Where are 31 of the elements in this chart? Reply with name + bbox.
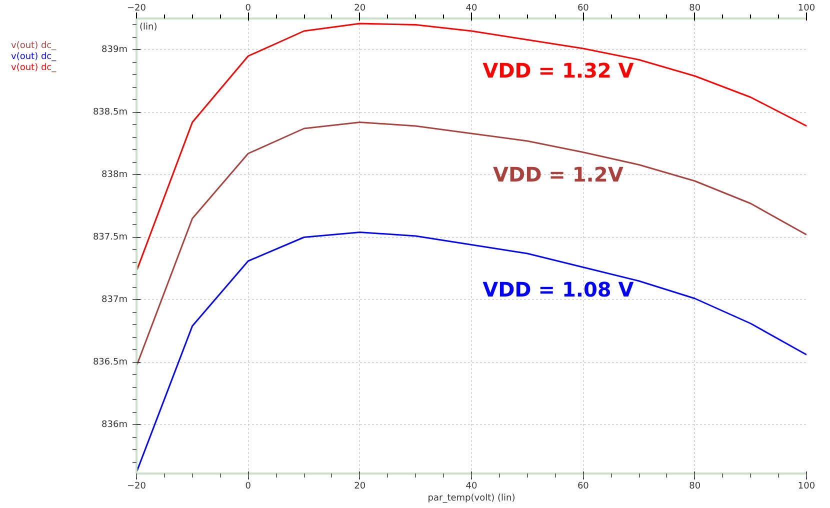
- x2-tick-label: −20: [127, 482, 146, 492]
- x-tick-label: 40: [466, 4, 478, 14]
- text: v(out) dc_: [11, 41, 56, 52]
- y-tick-label: 837m: [102, 294, 128, 305]
- text: v(out) dc_: [11, 52, 56, 63]
- line-series: [136, 122, 806, 367]
- series-label: VDD = 1.32 V: [482, 58, 634, 82]
- x-axis-title: par_temp(volt) (lin): [428, 494, 516, 504]
- y-axis-title: (lin): [140, 22, 158, 32]
- x2-tick-label: 40: [466, 482, 478, 492]
- x-tick-label: 100: [798, 4, 816, 14]
- y-tick-label: 839m: [102, 44, 128, 55]
- x2-tick-label: 0: [245, 482, 252, 492]
- x-tick-label: 60: [577, 4, 590, 14]
- x2-tick-label: 100: [798, 482, 816, 492]
- x2-tick-label: 80: [689, 482, 701, 492]
- y-tick-label: 838m: [102, 170, 128, 180]
- y-tick-label: 836.5m: [92, 357, 128, 368]
- y-tick-label: 836m: [102, 420, 128, 430]
- line-series: [136, 22, 806, 272]
- x-tick-label: 0: [245, 4, 252, 14]
- y-tick-label: 837.5m: [92, 232, 128, 242]
- series-label: VDD = 1.08 V: [482, 277, 634, 302]
- x-tick-label: −20: [127, 4, 146, 14]
- text: v(out) dc_: [11, 63, 56, 74]
- x-tick-label: 80: [689, 4, 701, 14]
- x-tick-label: 20: [354, 4, 366, 14]
- x2-tick-label: 20: [354, 482, 366, 492]
- series-label: VDD = 1.2V: [493, 162, 624, 186]
- y-tick-label: 838.5m: [92, 107, 128, 118]
- x2-tick-label: 60: [577, 482, 590, 492]
